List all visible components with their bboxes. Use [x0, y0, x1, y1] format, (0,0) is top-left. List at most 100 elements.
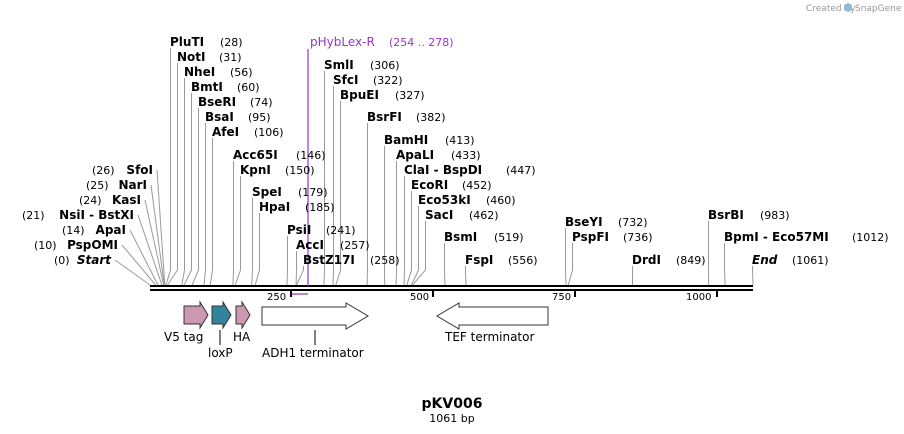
- site-pspomi[interactable]: PspOMI (10): [34, 238, 118, 252]
- site-leader-line: [335, 101, 341, 286]
- credit-brand: SnapGene: [855, 4, 902, 14]
- feature-ha[interactable]: HA: [233, 300, 251, 344]
- site-hpai[interactable]: HpaI (185): [259, 200, 335, 214]
- feature-v5-tag[interactable]: V5 tag: [164, 300, 209, 344]
- site-acci[interactable]: AccI (257): [296, 238, 370, 252]
- site-position: (452): [462, 179, 492, 192]
- site-position: (146): [296, 149, 326, 162]
- site-position: (306): [370, 59, 400, 72]
- site-psii[interactable]: PsiI (241): [287, 223, 356, 237]
- site-name: BpuEI: [340, 88, 379, 102]
- site-bstz17i[interactable]: BstZ17I (258): [303, 253, 400, 267]
- site-position: (179): [298, 186, 328, 199]
- site-leader-line: [137, 214, 163, 286]
- scale-tick-250: 250: [267, 291, 292, 303]
- site-name: PspFI: [572, 230, 609, 244]
- site-leader-line: [286, 236, 288, 286]
- site-position: (150): [285, 164, 315, 177]
- site-leader-line: [203, 123, 206, 286]
- site-position: (106): [254, 126, 284, 139]
- site-position: (0): [54, 254, 70, 267]
- site-position: (10): [34, 239, 57, 252]
- site-sfci[interactable]: SfcI (322): [333, 73, 403, 87]
- site-afei[interactable]: AfeI (106): [212, 125, 284, 139]
- site-clai-bspdi[interactable]: ClaI - BspDI (447): [404, 163, 536, 177]
- site-saci[interactable]: SacI (462): [425, 208, 499, 222]
- tick-label: 1000: [686, 292, 711, 303]
- site-name: PluTI: [170, 35, 204, 49]
- site-position: (1061): [792, 254, 829, 267]
- primer-pHybLex-R[interactable]: pHybLex-R (254 .. 278): [292, 35, 454, 295]
- feature-label: ADH1 terminator: [262, 346, 364, 360]
- site-acc65i[interactable]: Acc65I (146): [233, 148, 326, 162]
- site-position: (21): [22, 209, 45, 222]
- site-noti[interactable]: NotI (31): [177, 50, 242, 64]
- site-name: NarI: [118, 178, 147, 192]
- site-bseyi[interactable]: BseYI (732): [565, 215, 648, 229]
- feature-adh1-terminator[interactable]: ADH1 terminator: [261, 302, 369, 360]
- feature-arrow: [235, 300, 251, 330]
- tick-label: 250: [267, 292, 286, 303]
- site-pluti[interactable]: PluTI (28): [170, 35, 243, 49]
- site-smli[interactable]: SmlI (306): [324, 58, 400, 72]
- scale-ruler: 250 500 750 1000: [267, 291, 718, 303]
- feature-loxp[interactable]: loxP: [208, 300, 233, 360]
- site-name: PspOMI: [67, 238, 118, 252]
- site-bamhi[interactable]: BamHI (413): [384, 133, 475, 147]
- site-nsii-bstxi[interactable]: NsiI - BstXI (21): [22, 208, 134, 222]
- primer-name: pHybLex-R: [310, 35, 375, 49]
- site-bpuei[interactable]: BpuEI (327): [340, 88, 425, 102]
- site-name: ClaI - BspDI: [404, 163, 482, 177]
- site-sfoi[interactable]: SfoI (26): [92, 163, 153, 177]
- site-kpni[interactable]: KpnI (150): [240, 163, 315, 177]
- site-name: BseYI: [565, 215, 603, 229]
- site-leader-line: [724, 243, 726, 286]
- site-ecori[interactable]: EcoRI (452): [411, 178, 492, 192]
- site-position: (56): [230, 66, 253, 79]
- site-apai[interactable]: ApaI (14): [62, 223, 126, 237]
- site-fspi[interactable]: FspI (556): [465, 253, 538, 267]
- site-name: BsaI: [205, 110, 234, 124]
- site-kasi[interactable]: KasI (24): [79, 193, 141, 207]
- site-position: (732): [618, 216, 648, 229]
- scale-tick-750: 750: [552, 291, 576, 303]
- site-name: End: [752, 253, 778, 267]
- feature-arrow: [183, 300, 209, 330]
- site-position: (95): [248, 111, 271, 124]
- site-end[interactable]: End (1061): [752, 253, 829, 267]
- site-bmti[interactable]: BmtI (60): [191, 80, 260, 94]
- primer-range: (254 .. 278): [389, 36, 454, 49]
- site-name: BsmI: [444, 230, 477, 244]
- site-spei[interactable]: SpeI (179): [252, 185, 328, 199]
- site-name: SacI: [425, 208, 453, 222]
- site-nhei[interactable]: NheI (56): [184, 65, 253, 79]
- site-nari[interactable]: NarI (25): [86, 178, 147, 192]
- site-position: (241): [326, 224, 356, 237]
- site-leader-line: [410, 206, 419, 286]
- site-position: (1012): [852, 231, 889, 244]
- site-bsmi[interactable]: BsmI (519): [444, 230, 524, 244]
- site-bpmi-eco57mi[interactable]: BpmI - Eco57MI (1012): [724, 230, 889, 244]
- site-pspfi[interactable]: PspFI (736): [572, 230, 653, 244]
- site-position: (413): [445, 134, 475, 147]
- credit[interactable]: Created by SnapGene: [806, 3, 902, 14]
- site-name: BmtI: [191, 80, 223, 94]
- site-leader-line: [165, 48, 171, 286]
- site-leader-line: [232, 161, 234, 286]
- site-drdi[interactable]: DrdI (849): [632, 253, 706, 267]
- site-bseri[interactable]: BseRI (74): [198, 95, 273, 109]
- site-name: NsiI - BstXI: [59, 208, 134, 222]
- site-name: NotI: [177, 50, 206, 64]
- site-bsrbi[interactable]: BsrBI (983): [708, 208, 790, 222]
- site-position: (26): [92, 164, 115, 177]
- site-position: (258): [370, 254, 400, 267]
- site-bsrfi[interactable]: BsrFI (382): [367, 110, 446, 124]
- feature-tef-terminator[interactable]: TEF terminator: [436, 302, 549, 344]
- site-eco53ki[interactable]: Eco53kI (460): [418, 193, 516, 207]
- site-start[interactable]: Start (0): [54, 253, 112, 267]
- site-position: (382): [416, 111, 446, 124]
- site-position: (185): [305, 201, 335, 214]
- site-apali[interactable]: ApaLI (433): [396, 148, 481, 162]
- feature-label: HA: [233, 330, 251, 344]
- site-bsai[interactable]: BsaI (95): [205, 110, 271, 124]
